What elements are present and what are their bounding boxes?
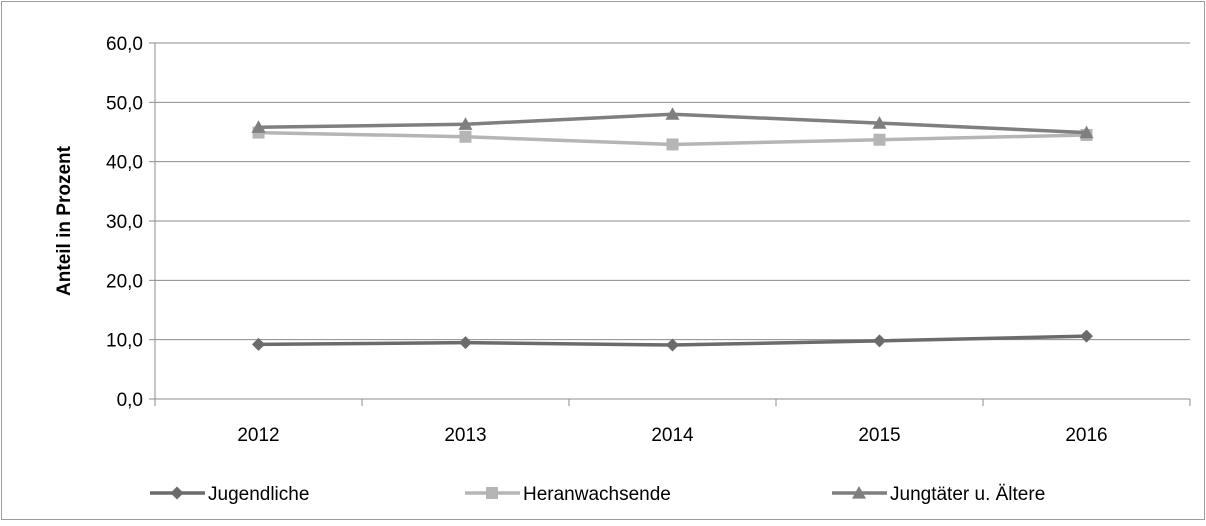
legend-label: Jugendliche bbox=[208, 484, 309, 505]
legend-label: Heranwachsende bbox=[523, 484, 671, 505]
y-axis-title: Anteil in Prozent bbox=[54, 145, 75, 296]
legend-swatch-marker bbox=[170, 486, 184, 500]
legend-item-1: Heranwachsende bbox=[465, 484, 671, 505]
data-point bbox=[873, 133, 886, 146]
y-tick-label: 60,0 bbox=[106, 34, 143, 55]
series-2 bbox=[251, 107, 1094, 139]
data-point bbox=[251, 120, 266, 133]
y-tick-label: 40,0 bbox=[106, 153, 143, 174]
data-point bbox=[1079, 125, 1094, 139]
series-0 bbox=[252, 329, 1093, 352]
y-tick-label: 50,0 bbox=[106, 93, 143, 114]
legend: Jugendliche Heranwachsende Jungtäter u. Äl… bbox=[150, 484, 1045, 505]
legend-item-2: Jungtäter u. Ältere bbox=[832, 484, 1045, 505]
series-layer bbox=[251, 107, 1094, 352]
legend-swatch-marker bbox=[486, 487, 498, 499]
x-tick-label: 2014 bbox=[651, 425, 694, 446]
data-point bbox=[872, 116, 887, 129]
data-point bbox=[459, 130, 472, 143]
x-tick-label: 2015 bbox=[858, 425, 900, 446]
data-point bbox=[252, 337, 265, 351]
data-point bbox=[458, 117, 473, 130]
data-point bbox=[459, 336, 472, 350]
y-tick-label: 20,0 bbox=[106, 271, 143, 292]
legend-item-0: Jugendliche bbox=[150, 484, 309, 505]
y-tick-label: 30,0 bbox=[106, 212, 143, 233]
legend-label: Jungtäter u. Ältere bbox=[890, 484, 1045, 505]
x-tick-label: 2013 bbox=[444, 425, 486, 446]
x-tick-label: 2012 bbox=[237, 425, 279, 446]
data-point bbox=[666, 138, 679, 151]
y-tick-label: 0,0 bbox=[117, 390, 143, 411]
y-tick-label: 10,0 bbox=[106, 331, 143, 352]
x-tick-label: 2016 bbox=[1065, 425, 1107, 446]
data-point bbox=[666, 338, 679, 352]
axes: 0,0 10,0 20,0 30,0 40,0 50,0 60,0 2012 2013 2014 2… bbox=[106, 34, 1191, 446]
data-point bbox=[873, 334, 886, 348]
gridlines bbox=[155, 42, 1190, 341]
data-point bbox=[1080, 329, 1093, 343]
data-point bbox=[665, 107, 680, 120]
legend-swatch-marker bbox=[852, 486, 866, 499]
